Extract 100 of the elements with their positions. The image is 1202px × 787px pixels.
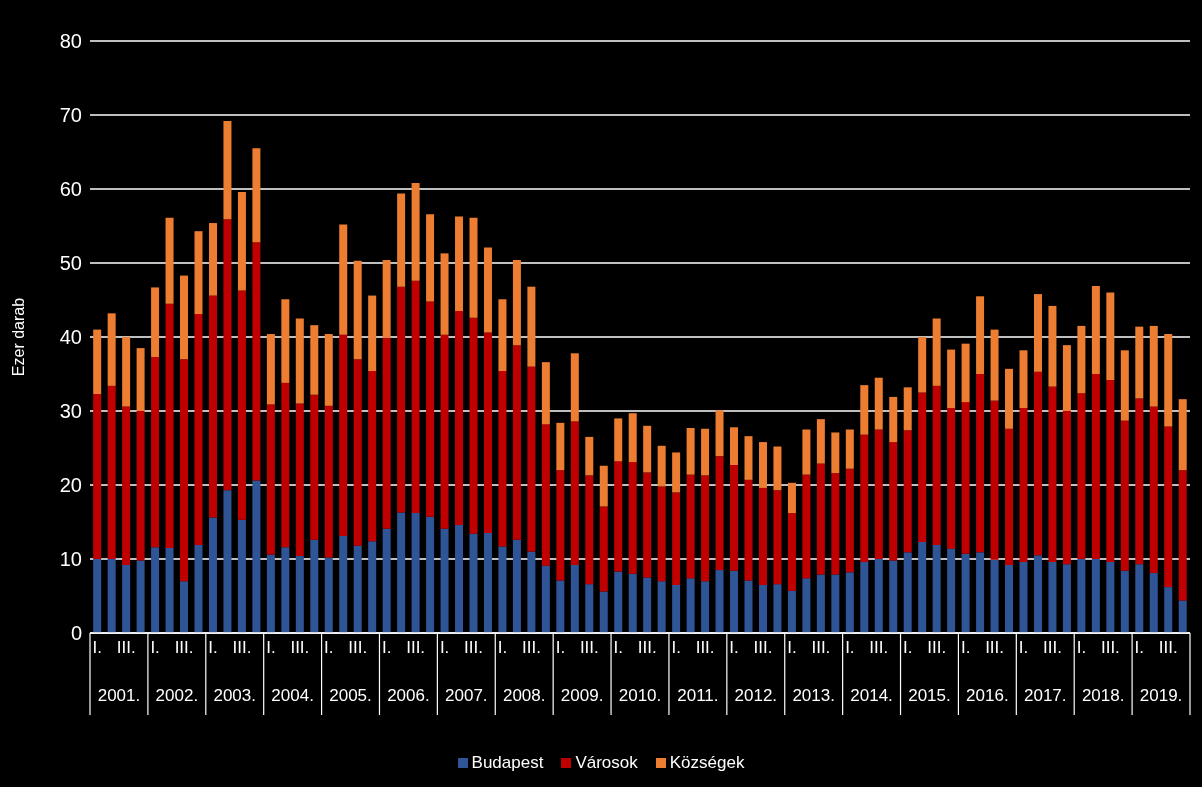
text: 2007.	[445, 686, 488, 705]
bar	[802, 578, 811, 633]
bar	[585, 475, 594, 585]
bar	[918, 541, 927, 633]
bar	[744, 436, 753, 480]
bar	[860, 385, 869, 435]
bar	[831, 473, 840, 575]
bar	[816, 574, 825, 633]
x-tick-label: III.	[1100, 638, 1120, 658]
bar	[180, 359, 189, 582]
bar	[686, 578, 695, 633]
bar	[1005, 368, 1014, 429]
bar	[512, 345, 521, 540]
text: 2003.	[213, 686, 257, 705]
bar	[324, 334, 333, 406]
bar	[527, 366, 536, 552]
bar	[1178, 600, 1187, 633]
x-tick-label: I.	[150, 638, 160, 658]
bar	[353, 545, 362, 633]
x-tick-label: III.	[174, 638, 194, 658]
bar	[1149, 325, 1158, 407]
bar	[701, 581, 710, 633]
bar	[281, 547, 290, 633]
bar	[339, 224, 348, 335]
bar	[1106, 292, 1115, 380]
x-tick-label: I.	[787, 638, 797, 658]
bar	[860, 434, 869, 562]
text: 2016.	[966, 686, 1009, 705]
x-tick-label: III.	[464, 638, 484, 658]
bar	[237, 290, 246, 520]
bar	[223, 490, 232, 633]
x-tick-label: III.	[579, 638, 599, 658]
bar	[845, 572, 854, 633]
bar	[1164, 426, 1173, 588]
bar	[961, 343, 970, 403]
bar	[657, 581, 666, 633]
bar	[874, 559, 883, 633]
bar	[411, 183, 420, 281]
bar	[1033, 371, 1042, 556]
bar	[643, 425, 652, 473]
bar	[831, 574, 840, 633]
bar	[730, 465, 739, 571]
y-tick-label: 70	[59, 104, 82, 127]
bar	[787, 513, 796, 591]
bar	[165, 547, 174, 633]
bar	[787, 590, 796, 633]
bar	[382, 260, 391, 338]
bar	[773, 446, 782, 491]
bar	[339, 536, 348, 633]
bar	[1077, 559, 1086, 633]
bar	[889, 560, 898, 633]
bar	[874, 429, 883, 559]
bar	[295, 318, 304, 404]
bar	[498, 299, 507, 372]
bar	[585, 436, 594, 476]
bar	[397, 512, 406, 633]
bar	[570, 564, 579, 633]
x-tick-label: III.	[290, 638, 310, 658]
bar	[151, 547, 160, 633]
bar	[136, 348, 145, 411]
bar	[266, 554, 275, 633]
bar	[1135, 326, 1144, 399]
bar	[440, 334, 449, 529]
bar	[136, 411, 145, 561]
bar	[397, 193, 406, 287]
bar	[440, 253, 449, 335]
bar	[426, 301, 435, 517]
bar	[165, 303, 174, 548]
bar	[223, 219, 232, 491]
bar	[585, 584, 594, 633]
bar	[1135, 564, 1144, 633]
bar	[324, 557, 333, 633]
x-tick-label: I.	[671, 638, 681, 658]
bar	[1149, 573, 1158, 633]
x-tick-label: III.	[348, 638, 368, 658]
bar	[252, 242, 261, 481]
bar	[990, 400, 999, 560]
bar	[237, 519, 246, 633]
x-tick-label: III.	[811, 638, 831, 658]
bar	[672, 584, 681, 633]
bar	[1048, 386, 1057, 562]
bar	[368, 371, 377, 542]
bar	[310, 539, 319, 633]
bar	[107, 559, 116, 633]
text: 2005.	[329, 686, 372, 705]
bar	[527, 286, 536, 367]
bar	[122, 564, 131, 633]
bar	[599, 465, 608, 507]
x-tick-label: I.	[960, 638, 971, 658]
bar	[136, 560, 145, 633]
bar	[773, 490, 782, 585]
bar	[715, 570, 724, 633]
bar	[397, 286, 406, 513]
bar	[1062, 345, 1071, 411]
bar	[483, 247, 492, 333]
bar	[512, 539, 521, 633]
bar	[614, 571, 623, 633]
text: 2002.	[155, 686, 199, 705]
bar	[744, 580, 753, 633]
text: 2019.	[1139, 686, 1183, 705]
